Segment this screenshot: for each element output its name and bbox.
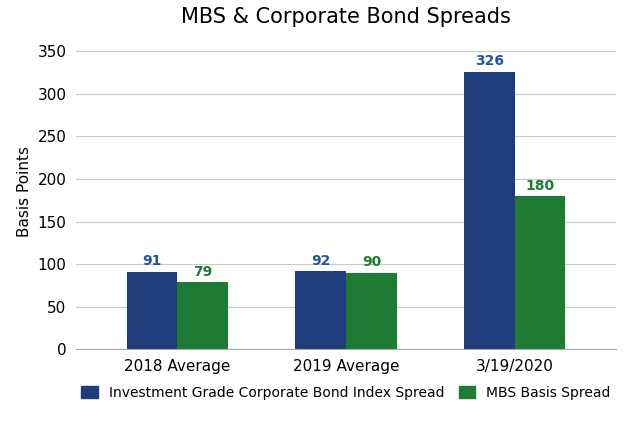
Title: MBS & Corporate Bond Spreads: MBS & Corporate Bond Spreads: [181, 7, 511, 27]
Text: 180: 180: [526, 178, 554, 193]
Bar: [295, 271, 346, 349]
Y-axis label: Basis Points: Basis Points: [17, 146, 32, 237]
Text: 91: 91: [142, 254, 162, 268]
Bar: [127, 272, 177, 349]
Bar: [515, 196, 565, 349]
Text: 92: 92: [311, 253, 330, 268]
Text: 326: 326: [475, 54, 504, 68]
Text: 79: 79: [193, 265, 212, 279]
Text: 90: 90: [362, 255, 381, 269]
Bar: [177, 282, 228, 349]
Bar: [464, 72, 515, 349]
Bar: [346, 273, 397, 349]
Legend: Investment Grade Corporate Bond Index Spread, MBS Basis Spread: Investment Grade Corporate Bond Index Sp…: [76, 380, 617, 406]
